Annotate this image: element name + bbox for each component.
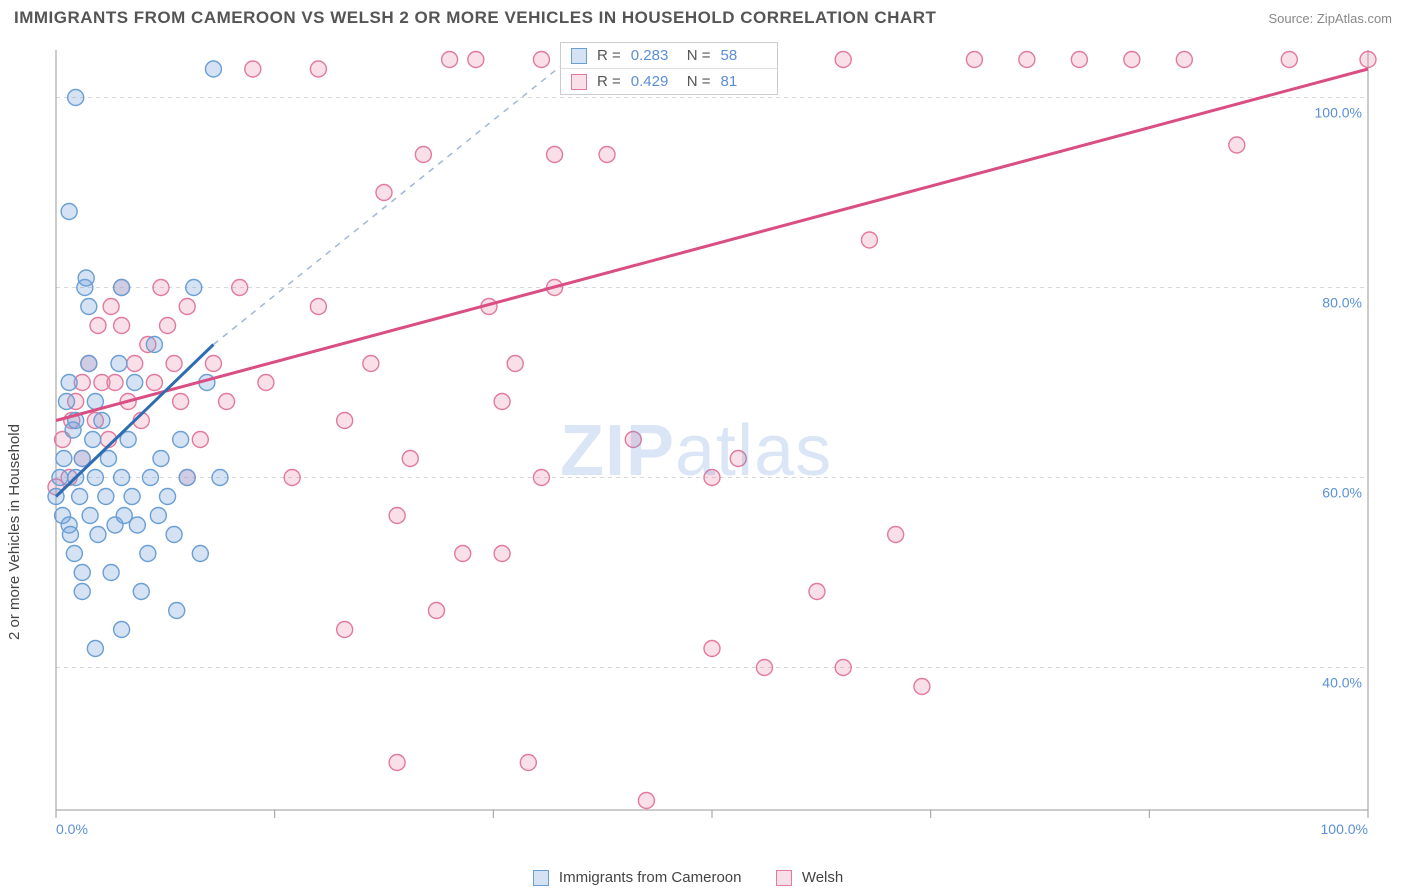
stats-row-series2: R = 0.429 N = 81 xyxy=(561,69,777,94)
series1-r-value: 0.283 xyxy=(631,47,677,64)
svg-text:0.0%: 0.0% xyxy=(56,821,88,837)
series2-n-value: 81 xyxy=(721,73,767,90)
svg-text:100.0%: 100.0% xyxy=(1321,821,1368,837)
svg-text:40.0%: 40.0% xyxy=(1322,675,1362,691)
source-attribution: Source: ZipAtlas.com xyxy=(1268,11,1392,26)
r-label: R = xyxy=(597,47,621,64)
scatter-chart: 40.0% 60.0% 80.0% 100.0% 0.0% 100.0% xyxy=(46,40,1386,840)
series1-n-value: 58 xyxy=(721,47,767,64)
stats-legend: R = 0.283 N = 58 R = 0.429 N = 81 xyxy=(560,42,778,95)
svg-text:60.0%: 60.0% xyxy=(1322,485,1362,501)
legend-swatch-series1 xyxy=(533,870,549,886)
legend-bottom: Immigrants from Cameroon Welsh xyxy=(0,868,1406,886)
chart-title: IMMIGRANTS FROM CAMEROON VS WELSH 2 OR M… xyxy=(14,8,936,28)
legend-label-series1: Immigrants from Cameroon xyxy=(559,869,742,886)
n-label: N = xyxy=(687,73,711,90)
stats-row-series1: R = 0.283 N = 58 xyxy=(561,43,777,69)
swatch-series1 xyxy=(571,48,587,64)
n-label: N = xyxy=(687,47,711,64)
legend-label-series2: Welsh xyxy=(802,869,843,886)
svg-text:100.0%: 100.0% xyxy=(1315,105,1362,121)
swatch-series2 xyxy=(571,74,587,90)
series2-r-value: 0.429 xyxy=(631,73,677,90)
svg-text:80.0%: 80.0% xyxy=(1322,295,1362,311)
plot-area: 40.0% 60.0% 80.0% 100.0% 0.0% 100.0% xyxy=(46,40,1386,840)
legend-swatch-series2 xyxy=(776,870,792,886)
y-axis-label: 2 or more Vehicles in Household xyxy=(6,424,23,640)
r-label: R = xyxy=(597,73,621,90)
